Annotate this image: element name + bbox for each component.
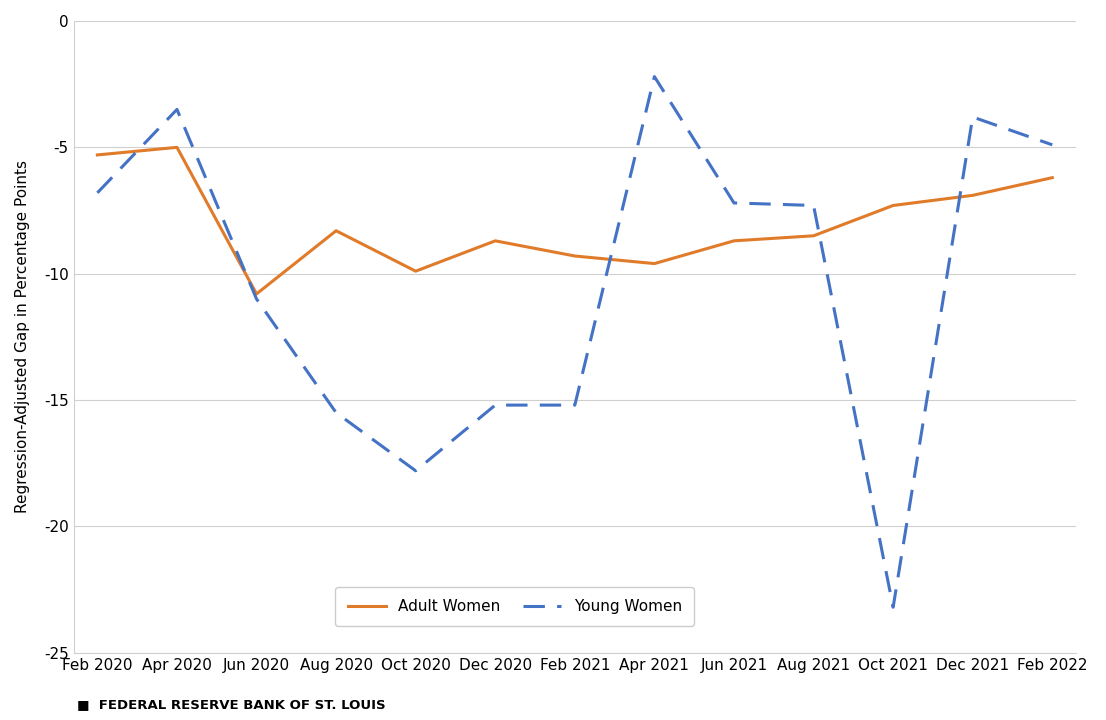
Young Women [330,408,343,417]
Young Women [966,113,979,122]
Adult Women [648,259,661,268]
Adult Women [728,237,741,246]
Line: Young Women: Young Women [97,76,1052,607]
Adult Women [807,231,821,240]
Young Women [887,603,900,611]
Young Women [1045,140,1058,149]
Adult Women [489,237,502,246]
Young Women [728,199,741,207]
Adult Women [966,191,979,199]
Line: Adult Women: Adult Women [97,148,1052,294]
Legend: Adult Women, Young Women: Adult Women, Young Women [335,587,693,626]
Young Women [170,105,184,114]
Y-axis label: Regression-Adjusted Gap in Percentage Points: Regression-Adjusted Gap in Percentage Po… [15,161,30,513]
Adult Women [568,252,582,261]
Adult Women [91,150,104,159]
Text: ■  FEDERAL RESERVE BANK OF ST. LOUIS: ■ FEDERAL RESERVE BANK OF ST. LOUIS [77,698,386,711]
Adult Women [250,289,263,298]
Young Women [91,189,104,197]
Young Women [409,467,422,475]
Adult Women [330,226,343,235]
Adult Women [887,201,900,210]
Young Women [807,201,821,210]
Young Women [250,294,263,303]
Young Women [648,72,661,81]
Young Women [489,401,502,410]
Adult Women [1045,174,1058,182]
Young Women [568,401,582,410]
Adult Women [409,267,422,276]
Adult Women [170,143,184,152]
